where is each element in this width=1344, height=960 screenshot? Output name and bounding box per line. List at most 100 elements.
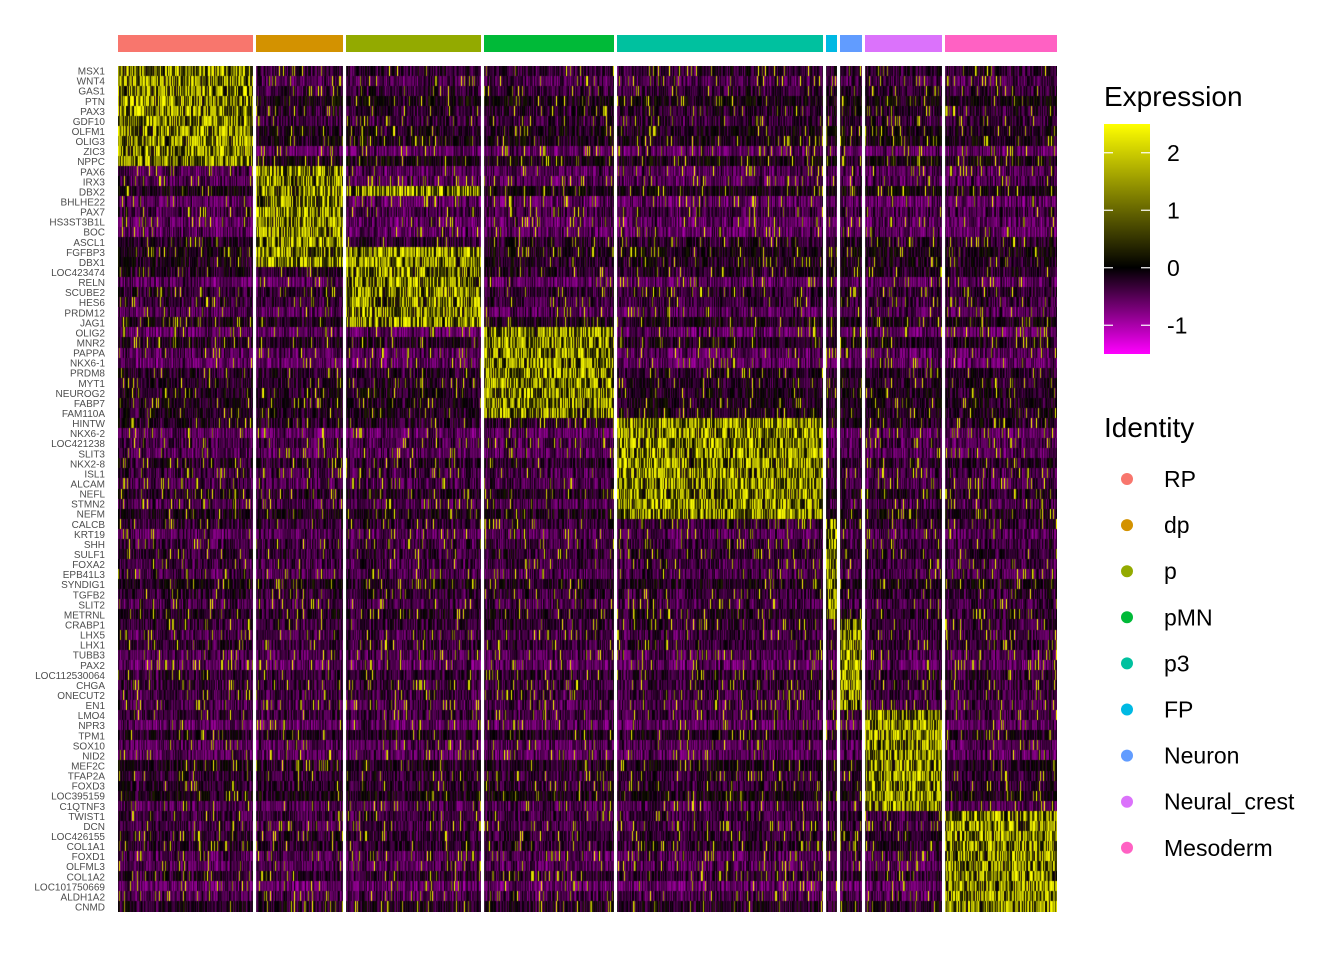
cluster-bar-rp <box>118 35 253 52</box>
identity-legend-title: Identity <box>1104 412 1194 443</box>
identity-label: p3 <box>1164 650 1190 676</box>
gene-label: GAS1 <box>78 87 105 98</box>
gene-label: ISL1 <box>84 469 105 480</box>
gene-label: LHX5 <box>80 631 105 642</box>
identity-legend: Identity RP dp p pMN p3 FP Neuron Neural_crest M… <box>1104 412 1295 861</box>
identity-swatch <box>1121 565 1133 578</box>
colorbar-tick-label: 2 <box>1167 140 1180 166</box>
identity-swatch <box>1121 473 1133 485</box>
cluster-separator <box>614 66 617 912</box>
gene-label: FOXA2 <box>72 560 105 571</box>
identity-swatch <box>1121 749 1133 762</box>
colorbar-tick-label: 0 <box>1167 255 1180 281</box>
identity-label: RP <box>1164 466 1196 492</box>
gene-label: TGFB2 <box>73 590 106 601</box>
cluster-bar-fp <box>826 35 837 52</box>
gene-label: MSX1 <box>78 67 106 78</box>
gene-label: GDF10 <box>73 117 106 128</box>
gene-label: DBX1 <box>79 258 106 269</box>
gene-label: CRABP1 <box>65 620 105 631</box>
gene-label: FGFBP3 <box>66 248 105 259</box>
gene-label: C1QTNF3 <box>59 802 105 813</box>
gene-label: MEF2C <box>71 761 105 772</box>
cluster-separator <box>343 66 346 912</box>
identity-swatch <box>1121 519 1133 532</box>
gene-label: CALCB <box>72 520 106 531</box>
gene-label: ONECUT2 <box>57 691 105 702</box>
gene-label: TWIST1 <box>68 812 105 823</box>
identity-label: Neural_crest <box>1164 789 1295 815</box>
gene-label: PAX3 <box>80 107 105 118</box>
gene-label: NEFL <box>79 490 105 501</box>
gene-label: LOC112530064 <box>35 671 105 682</box>
gene-label: HES6 <box>79 298 106 309</box>
gene-label: NPR3 <box>78 721 105 732</box>
cluster-bar-p <box>346 35 481 52</box>
gene-label: NKX6-2 <box>70 429 105 440</box>
gene-label: TUBB3 <box>73 651 106 662</box>
gene-label: COL1A1 <box>67 842 106 853</box>
identity-label: Mesoderm <box>1164 835 1273 861</box>
identity-swatch <box>1121 611 1133 624</box>
identity-swatch <box>1121 657 1133 670</box>
gene-label: PRDM12 <box>64 308 105 319</box>
gene-label: WNT4 <box>77 77 106 88</box>
cluster-bar-pmn <box>484 35 614 52</box>
identity-legend-items: RP dp p pMN p3 FP Neuron Neural_crest Mesoderm <box>1121 466 1295 861</box>
gene-label: SHH <box>84 540 105 551</box>
cluster-separator <box>837 66 840 912</box>
gene-label: FOXD1 <box>72 852 106 863</box>
gene-label: PRDM8 <box>70 369 105 380</box>
cluster-separator <box>862 66 865 912</box>
gene-label: ASCL1 <box>73 238 105 249</box>
gene-label: PAX6 <box>80 167 105 178</box>
gene-label: NEUROG2 <box>56 389 106 400</box>
gene-label: PAX2 <box>80 661 105 672</box>
cluster-separator <box>942 66 945 912</box>
heatmap-body <box>118 66 1057 912</box>
gene-label: SLIT3 <box>78 449 105 460</box>
cluster-bar-mesoderm <box>945 35 1057 52</box>
gene-label: LOC421238 <box>51 439 105 450</box>
cluster-bar-dp <box>256 35 343 52</box>
gene-label: OLIG3 <box>76 137 106 148</box>
cluster-color-bar <box>118 35 1057 52</box>
identity-label: Neuron <box>1164 743 1239 769</box>
identity-label: p <box>1164 558 1177 584</box>
gene-label: SLIT2 <box>78 600 105 611</box>
gene-label: SCUBE2 <box>65 288 105 299</box>
gene-label: EN1 <box>86 701 106 712</box>
gene-label: BHLHE22 <box>61 197 106 208</box>
gene-label: TPM1 <box>78 731 105 742</box>
gene-label: HS3ST3B1L <box>49 218 105 229</box>
gene-label: DBX2 <box>79 187 106 198</box>
gene-label: BOC <box>83 228 105 239</box>
gene-label: LOC101750669 <box>34 882 105 893</box>
cluster-separator <box>253 66 256 912</box>
gene-label: METRNL <box>64 610 106 621</box>
colorbar-tick-label: -1 <box>1167 312 1187 338</box>
gene-label: IRX3 <box>83 177 106 188</box>
gene-label: MYT1 <box>78 379 105 390</box>
identity-swatch <box>1121 841 1133 854</box>
gene-label: FABP7 <box>74 399 106 410</box>
heatmap-cells <box>118 66 1057 912</box>
gene-label: LHX1 <box>80 641 105 652</box>
gene-label: LOC395159 <box>51 792 105 803</box>
gene-label: SYNDIG1 <box>61 580 105 591</box>
gene-label: CHGA <box>76 681 105 692</box>
gene-label: OLIG2 <box>76 328 106 339</box>
cluster-bar-neuron <box>840 35 862 52</box>
cluster-bar-neural-crest <box>865 35 942 52</box>
gene-label: EPB41L3 <box>63 570 106 581</box>
gene-label: JAG1 <box>80 318 105 329</box>
gene-label: CNMD <box>75 902 105 913</box>
identity-swatch <box>1121 703 1133 716</box>
identity-label: dp <box>1164 512 1190 538</box>
cluster-separators <box>253 66 945 912</box>
gene-label: COL1A2 <box>67 872 106 883</box>
gene-label: TFAP2A <box>68 772 106 783</box>
gene-label: NPPC <box>77 157 105 168</box>
gene-label: NID2 <box>82 751 105 762</box>
